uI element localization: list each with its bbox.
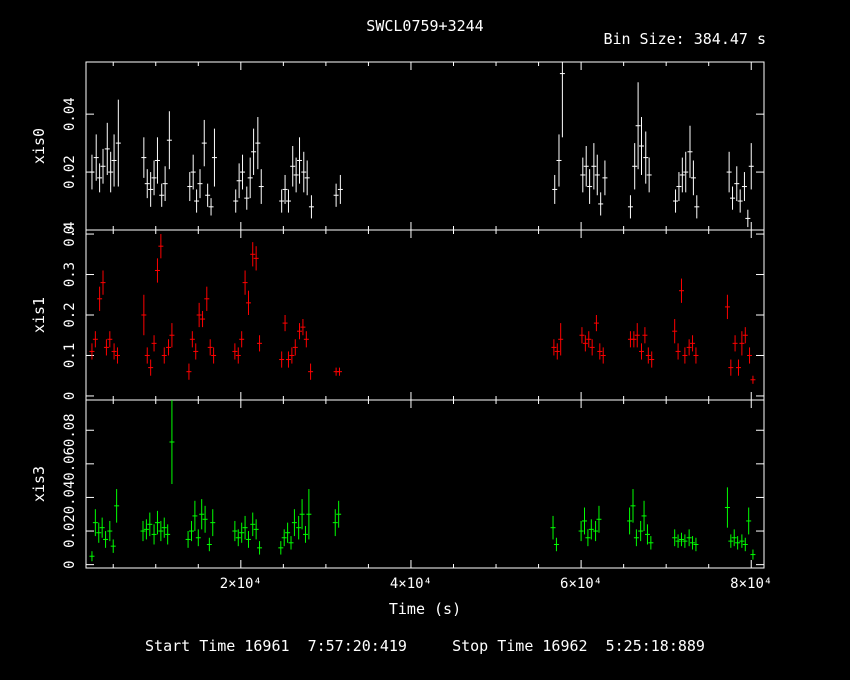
start-time-label: Start Time [145, 637, 236, 655]
panel-frame-xis0 [85, 61, 765, 231]
start-time-value: 16961 7:57:20:419 [244, 637, 407, 655]
panel-frame-xis1 [85, 229, 765, 401]
y-tick-label: 0.3 [62, 262, 78, 287]
y-tick-label: 0.04 [62, 97, 78, 131]
y-tick-label: 0.02 [62, 155, 78, 189]
panel-frame-xis3 [85, 399, 765, 569]
y-axis-label-xis1: xis1 [30, 297, 48, 333]
stop-time-label: Stop Time [452, 637, 534, 655]
x-tick-label: 8×10⁴ [730, 576, 772, 592]
y-tick-label: 0 [62, 560, 78, 568]
y-axis-label-xis0: xis0 [30, 128, 48, 164]
y-tick-label: 0 [62, 392, 78, 400]
y-tick-label: 0.06 [62, 447, 78, 481]
y-tick-label: 0.08 [62, 413, 78, 447]
y-tick-label: 0.4 [62, 221, 78, 246]
x-axis-label: Time (s) [388, 600, 462, 618]
plot-title: SWCL0759+3244 [366, 17, 484, 35]
x-tick-label: 6×10⁴ [560, 576, 602, 592]
time-range-footer: Start Time 16961 7:57:20:419 Stop Time 1… [0, 637, 850, 655]
y-tick-label: 0.2 [62, 302, 78, 327]
y-tick-label: 0.04 [62, 481, 78, 515]
y-axis-label-xis3: xis3 [30, 466, 48, 502]
stop-time-value: 16962 5:25:18:889 [542, 637, 705, 655]
y-tick-label: 0.02 [62, 514, 78, 548]
bin-size-label: Bin Size: 384.47 s [603, 30, 766, 48]
x-tick-label: 2×10⁴ [220, 576, 262, 592]
y-tick-label: 0 [62, 226, 78, 234]
y-tick-label: 0.1 [62, 343, 78, 368]
x-tick-label: 4×10⁴ [390, 576, 432, 592]
